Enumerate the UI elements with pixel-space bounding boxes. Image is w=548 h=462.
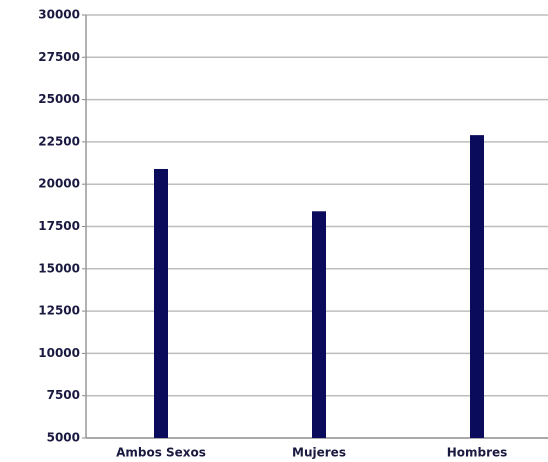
y-tick-label: 17500 xyxy=(38,219,80,233)
y-tick-label: 12500 xyxy=(38,304,80,318)
y-tick-label: 22500 xyxy=(38,134,80,148)
y-tick-label: 25000 xyxy=(38,92,80,106)
bar xyxy=(154,168,168,439)
y-tick-label: 27500 xyxy=(38,50,80,64)
x-tick-label: Hombres xyxy=(447,446,508,460)
y-tick-label: 15000 xyxy=(38,261,80,275)
bar xyxy=(470,135,484,438)
x-tick-label: Ambos Sexos xyxy=(116,446,206,460)
y-tick-label: 20000 xyxy=(38,177,80,191)
y-tick-label: 30000 xyxy=(38,8,80,22)
y-tick-label: 7500 xyxy=(47,388,80,402)
y-tick-label: 10000 xyxy=(38,346,80,360)
bar xyxy=(312,211,326,438)
x-tick-label: Mujeres xyxy=(292,446,346,460)
y-tick-label: 5000 xyxy=(47,431,80,445)
